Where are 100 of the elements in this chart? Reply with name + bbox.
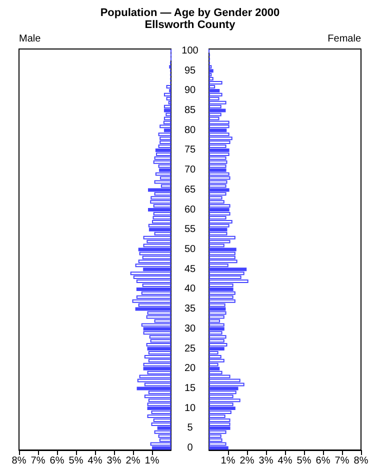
bar xyxy=(160,124,171,128)
bar xyxy=(150,442,171,446)
bar xyxy=(166,84,171,88)
bar xyxy=(148,398,171,402)
bar xyxy=(209,69,214,73)
y-tick-label: 0 xyxy=(187,442,194,454)
bar xyxy=(209,291,236,295)
x-tick-label: 6% xyxy=(316,456,330,466)
bar xyxy=(150,200,171,204)
bar xyxy=(136,386,171,390)
bar xyxy=(143,366,171,370)
bar xyxy=(144,394,171,398)
y-tick-label: 5 xyxy=(187,422,194,434)
bar xyxy=(154,430,171,434)
text: Female xyxy=(328,34,362,44)
bar xyxy=(135,307,171,311)
y-tick-label: 30 xyxy=(184,323,196,334)
x-tick-label: 7% xyxy=(30,456,46,466)
bar xyxy=(154,180,171,184)
y-tick-label: 55 xyxy=(184,224,196,236)
bar xyxy=(143,362,171,366)
bar xyxy=(144,354,171,358)
x-tick-label: 5% xyxy=(68,456,84,466)
bar xyxy=(137,378,171,382)
x-tick-label: 7% xyxy=(334,456,350,466)
bar xyxy=(209,120,230,124)
bar xyxy=(209,176,230,180)
bar xyxy=(147,347,171,351)
bar xyxy=(209,184,226,188)
bar xyxy=(209,188,230,192)
bar xyxy=(209,152,230,156)
y-tick-label: 50 xyxy=(184,244,196,255)
bar xyxy=(209,260,238,264)
bar xyxy=(163,120,171,124)
bar xyxy=(164,116,171,120)
x-tick-label: 2% xyxy=(126,456,140,466)
bar xyxy=(209,311,226,315)
y-tick-label: 15 xyxy=(184,382,196,394)
bar xyxy=(209,136,232,140)
bar xyxy=(209,256,236,260)
bar xyxy=(209,378,240,382)
bar xyxy=(209,124,230,128)
bar xyxy=(209,307,226,311)
bar xyxy=(209,426,230,430)
bar xyxy=(142,256,171,260)
x-tick-label: 3% xyxy=(106,456,122,466)
y-tick-label: 20 xyxy=(184,363,196,374)
bar xyxy=(148,188,171,192)
x-tick-label: 5% xyxy=(296,456,312,466)
bar xyxy=(147,414,171,418)
bar xyxy=(209,168,226,172)
bar xyxy=(209,422,230,426)
bar xyxy=(159,168,171,172)
bar xyxy=(209,164,226,168)
y-tick-label: 40 xyxy=(184,284,196,295)
x-tick-label: 1% xyxy=(220,456,236,466)
bar xyxy=(209,88,220,92)
x-tick-label: 4% xyxy=(88,456,102,466)
bar xyxy=(154,156,171,160)
y-tick-label: 60 xyxy=(184,204,196,216)
bar xyxy=(150,339,171,343)
bar xyxy=(135,264,171,268)
bar xyxy=(150,196,171,200)
bar xyxy=(209,204,230,208)
bar xyxy=(209,92,222,96)
bar xyxy=(209,398,240,402)
bar xyxy=(209,252,236,256)
bar xyxy=(155,172,171,176)
bar xyxy=(209,430,226,434)
y-tick-label: 35 xyxy=(184,304,196,315)
bar xyxy=(148,228,171,232)
bar xyxy=(209,295,234,299)
bar xyxy=(209,280,248,284)
bar xyxy=(151,422,171,426)
bar xyxy=(158,434,171,438)
bar xyxy=(209,287,234,291)
bar xyxy=(152,216,171,220)
bar xyxy=(156,152,171,156)
bar xyxy=(148,350,171,354)
bar xyxy=(209,438,222,442)
bar xyxy=(209,160,228,164)
bar xyxy=(147,402,171,406)
bar xyxy=(209,366,220,370)
bar xyxy=(138,260,171,264)
bar xyxy=(136,280,171,284)
bar xyxy=(209,132,230,136)
bar xyxy=(209,208,230,212)
bar xyxy=(209,410,232,414)
bar xyxy=(141,323,171,327)
bar xyxy=(209,319,220,323)
bar xyxy=(130,272,171,276)
bar xyxy=(209,108,226,112)
bar xyxy=(209,220,232,224)
bar xyxy=(209,192,226,196)
bar xyxy=(209,335,226,339)
bar xyxy=(209,112,222,116)
bar xyxy=(209,343,228,347)
bar xyxy=(148,224,171,228)
y-tick-label: 85 xyxy=(184,105,196,116)
bar xyxy=(158,144,171,148)
